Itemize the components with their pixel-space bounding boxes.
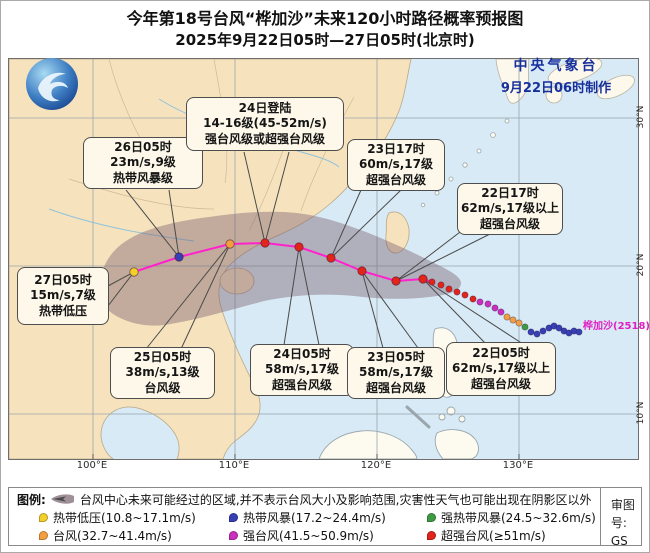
legend-box: 图例: 台风中心未来可能经过的区域,并不表示台风大小及影响范围,灾害性天气也可能… (8, 487, 650, 553)
legend-item-ts: 热带风暴(17.2~24.4m/s) (229, 509, 427, 526)
callout-23-05: 23日05时 58m/s,17级 超强台风级 (347, 347, 445, 399)
sty-dot-icon (229, 530, 238, 540)
legend-item-td: 热带低压(10.8~17.1m/s) (17, 509, 229, 526)
ty-dot-icon (39, 530, 48, 540)
legend-main: 图例: 台风中心未来可能经过的区域,并不表示台风大小及影响范围,灾害性天气也可能… (9, 488, 600, 545)
title-line1: 今年第18号台风“桦加沙”未来120小时路径概率预报图 (126, 9, 524, 28)
korea (495, 59, 530, 104)
cma-logo-icon (24, 56, 80, 116)
callout-23-17: 23日17时 60m/s,17级 超强台风级 (347, 139, 445, 191)
callout-22-17: 22日17时 62m/s,17级以上 超强台风级 (457, 183, 563, 235)
sts-dot-icon (427, 512, 436, 522)
callout-26-05: 26日05时 23m/s,9级 热带风暴级 (83, 137, 203, 189)
lat-tick-30n: 30°N (636, 105, 646, 129)
legend-cone-note: 台风中心未来可能经过的区域,并不表示台风大小及影响范围,灾害性天气也可能出现在阴… (79, 492, 592, 507)
lat-tick-20n: 20°N (636, 253, 646, 277)
taiwan (385, 211, 410, 254)
lon-tick-110e: 110°E (218, 460, 250, 471)
callout-22-05: 22日05时 62m/s,17级以上 超强台风级 (446, 342, 556, 396)
legend-title: 图例: (17, 492, 46, 507)
callout-leader-lines (107, 151, 524, 350)
title-line2: 2025年9月22日05时—27日05时(北京时) (175, 31, 475, 50)
legend-item-ty: 台风(32.7~41.4m/s) (17, 527, 229, 544)
legend-item-super-ty: 超强台风(≥51m/s) (427, 527, 596, 544)
callout-24-landfall: 24日登陆 14-16级(45-52m/s) 强台风级或超强台风级 (186, 97, 344, 151)
agency-stamp: 中央气象台 9月22日06时制作 (492, 56, 620, 96)
storm-name-label: 桦加沙(2518) (583, 321, 650, 332)
lon-tick-120e: 120°E (360, 460, 392, 471)
borneo (318, 430, 418, 459)
legend-item-sts: 强热带风暴(24.5~32.6m/s) (427, 509, 596, 526)
cone-legend-icon (50, 494, 74, 504)
page-title: 今年第18号台风“桦加沙”未来120小时路径概率预报图 2025年9月22日05… (0, 7, 650, 51)
lat-tick-10n: 10°N (636, 401, 646, 425)
agency-issued: 9月22日06时制作 (500, 81, 612, 96)
map-review-number: 审图号: GS (2019) 3082号 (599, 488, 650, 553)
lon-tick-130e: 130°E (502, 460, 534, 471)
forecast-cone (100, 211, 462, 326)
super-ty-dot-icon (427, 530, 436, 540)
callout-24-05: 24日05时 58m/s,17级 超强台风级 (250, 344, 354, 396)
hainan (219, 267, 255, 295)
ts-dot-icon (229, 512, 238, 522)
legend-item-sty: 强台风(41.5~50.9m/s) (229, 527, 427, 544)
japan-islands (545, 59, 635, 104)
ryukyu-islands (420, 118, 510, 208)
agency-name: 中央气象台 (513, 58, 599, 74)
callout-27-05: 27日05时 15m/s,7级 热带低压 (17, 267, 109, 325)
callout-25-05: 25日05时 38m/s,13级 台风级 (110, 347, 215, 399)
td-dot-icon (39, 512, 48, 522)
lon-tick-100e: 100°E (76, 460, 108, 471)
typhoon-track (129, 238, 583, 338)
axis-ticks (92, 454, 520, 459)
